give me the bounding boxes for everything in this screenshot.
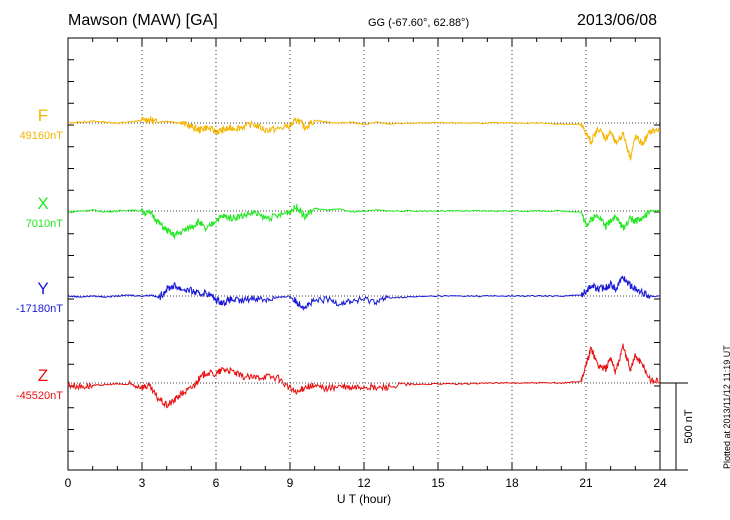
- component-label-x: X: [37, 194, 48, 213]
- x-tick-label-12: 12: [357, 476, 371, 490]
- series-layer: F 49160nT X 7010nT Y -17180nT Z -45520nT: [16, 106, 661, 409]
- scale-bar: 500 nT: [660, 382, 695, 471]
- x-tick-label-21: 21: [579, 476, 593, 490]
- series-x: X 7010nT: [26, 194, 661, 240]
- component-label-z: Z: [38, 366, 48, 385]
- axis-ticks: 0 3 6 9 12 15 18 21 24: [65, 38, 667, 490]
- x-tick-label-18: 18: [505, 476, 519, 490]
- component-label-y: Y: [37, 279, 48, 298]
- trace-x: [67, 203, 661, 240]
- trace-y: [67, 275, 661, 312]
- x-tick-label-0: 0: [65, 476, 72, 490]
- series-z: Z -45520nT: [16, 343, 661, 409]
- baseline-value-x: 7010nT: [26, 218, 64, 230]
- x-tick-label-15: 15: [431, 476, 445, 490]
- station-title: Mawson (MAW) [GA]: [68, 12, 218, 29]
- x-tick-label-6: 6: [213, 476, 220, 490]
- x-tick-label-24: 24: [653, 476, 667, 490]
- trace-f: [67, 116, 661, 161]
- chart-date: 2013/06/08: [577, 12, 658, 29]
- baseline-value-z: -45520nT: [16, 390, 63, 402]
- baseline-value-y: -17180nT: [16, 303, 63, 315]
- series-y: Y -17180nT: [16, 275, 661, 315]
- scale-bar-label: 500 nT: [683, 409, 695, 444]
- component-label-f: F: [38, 106, 48, 125]
- series-f: F 49160nT: [20, 106, 661, 161]
- grid-lines: [141, 38, 587, 470]
- baseline-value-f: 49160nT: [20, 130, 64, 142]
- trace-z: [67, 343, 661, 409]
- x-tick-label-9: 9: [287, 476, 294, 490]
- x-tick-label-3: 3: [139, 476, 146, 490]
- geographic-coordinates: GG (-67.60°, 62.88°): [368, 17, 470, 29]
- x-axis-label: U T (hour): [337, 492, 391, 506]
